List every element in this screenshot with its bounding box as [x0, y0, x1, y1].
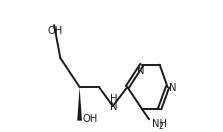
Text: N: N [137, 66, 145, 76]
Text: N: N [169, 83, 176, 93]
Text: NH: NH [152, 119, 167, 129]
Text: OH: OH [47, 26, 62, 36]
Text: 2: 2 [159, 122, 164, 131]
Text: H: H [110, 94, 117, 104]
Polygon shape [77, 87, 82, 121]
Text: N: N [110, 102, 117, 112]
Text: OH: OH [83, 114, 98, 124]
